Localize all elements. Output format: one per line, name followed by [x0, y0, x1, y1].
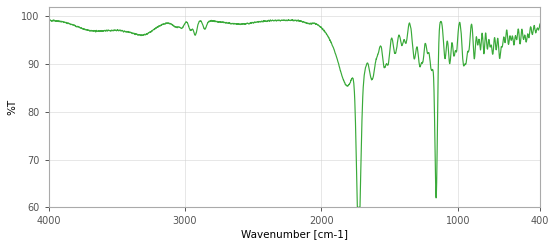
- X-axis label: Wavenumber [cm-1]: Wavenumber [cm-1]: [241, 229, 348, 239]
- Y-axis label: %T: %T: [7, 99, 17, 115]
